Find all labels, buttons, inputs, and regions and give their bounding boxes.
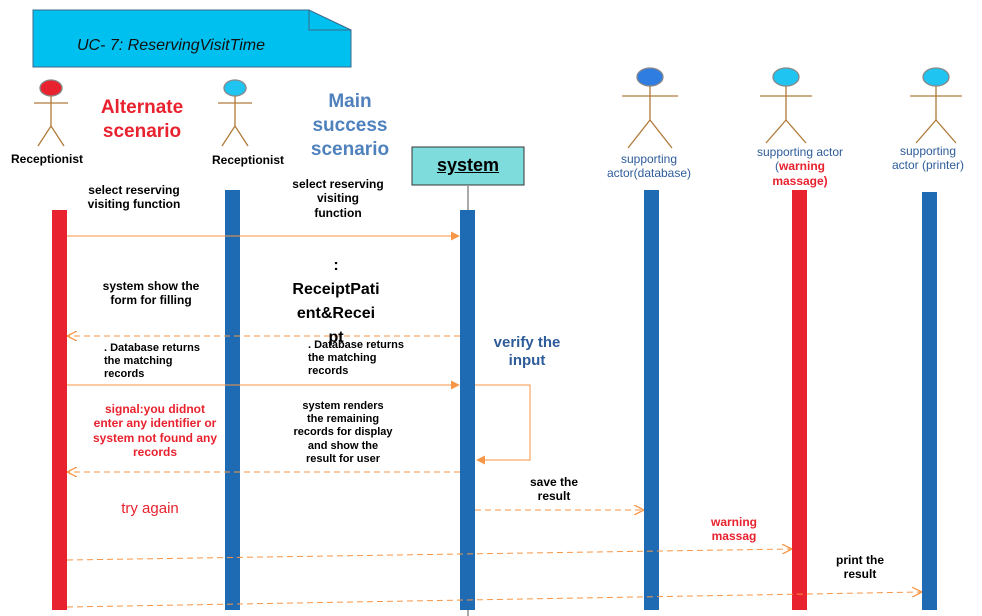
actor-receptionist-main-icon <box>218 79 252 147</box>
actor-database-icon <box>622 67 678 149</box>
main-scenario-heading: Main success scenario <box>310 91 390 160</box>
actor-warning-icon <box>760 67 812 144</box>
receptionist-main-activation <box>225 190 240 610</box>
actor-printer-icon <box>910 67 962 144</box>
signal-error-label: signal:you didnot enter any identifier o… <box>92 402 217 460</box>
warning-message-label: warning massag <box>710 515 757 544</box>
warning-activation <box>792 190 807 610</box>
msg-alt-select-label: select reserving visiting function <box>87 183 181 212</box>
database-activation <box>644 190 659 610</box>
system-activation <box>460 210 475 610</box>
try-again-label: try again <box>121 500 179 517</box>
msg-verify-self-arrow <box>475 384 531 465</box>
warning-actor-label: supporting actor (warning massage) <box>756 145 844 188</box>
alternate-scenario-heading: Alternate scenario <box>100 97 184 142</box>
save-result-label: save the result <box>529 475 579 504</box>
system-object-label: system <box>436 155 500 175</box>
database-actor-label: supporting actor(database) <box>606 152 692 181</box>
printer-actor-label: supporting actor (printer) <box>891 144 965 173</box>
msg-main-select-label: select reserving visiting function <box>292 177 384 220</box>
msg-show-form-label: system show the form for filling <box>102 279 200 308</box>
receipt-object-label: : ReceiptPati ent&Recei pt <box>292 257 380 346</box>
msg-alt-db-returns-label: . Database returns the matching records <box>104 342 200 381</box>
verify-input-label: verify the input <box>493 334 561 369</box>
printer-activation <box>922 192 937 610</box>
receptionist-main-label: Receptionist <box>211 153 284 167</box>
msg-warning-arrow <box>66 549 791 561</box>
diagram-title: UC- 7: ReservingVisitTime <box>76 37 266 54</box>
actor-receptionist-alt-icon <box>34 79 68 147</box>
receptionist-alt-label: Receptionist <box>10 152 83 166</box>
msg-print-arrow <box>66 592 921 608</box>
renders-records-label: system renders the remaining records for… <box>293 400 393 465</box>
title-note <box>32 9 352 68</box>
print-result-label: print the result <box>836 553 884 582</box>
msg-main-db-returns-label: . Database returns the matching records <box>308 339 404 378</box>
receptionist-alt-activation <box>52 210 67 610</box>
system-object-box <box>411 146 525 186</box>
